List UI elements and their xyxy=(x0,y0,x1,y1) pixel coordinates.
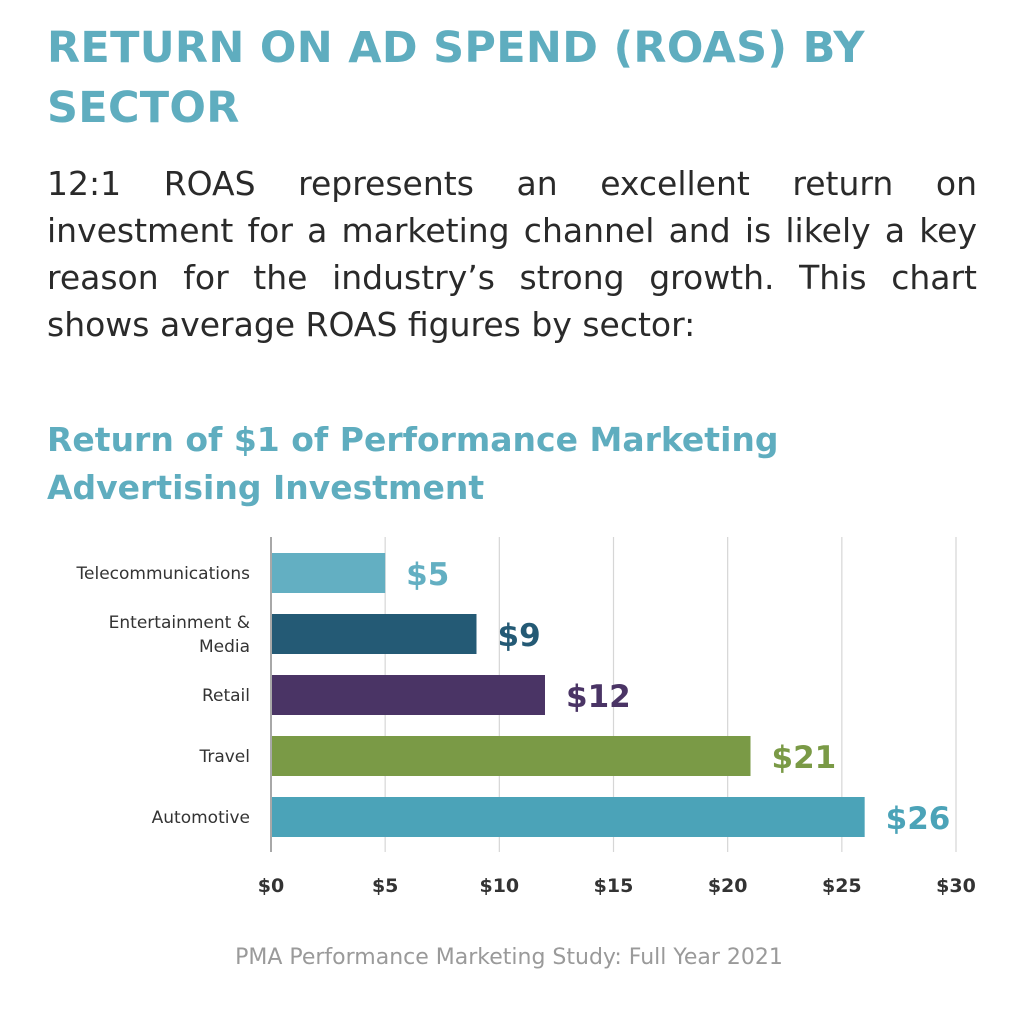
data-label: $5 xyxy=(406,557,449,593)
category-label: Retail xyxy=(202,686,250,706)
x-tick-label: $15 xyxy=(594,875,634,897)
category-label: Entertainment & xyxy=(109,613,250,633)
x-tick-label: $25 xyxy=(822,875,862,897)
x-tick-label: $30 xyxy=(936,875,976,897)
x-tick-label: $5 xyxy=(372,875,398,897)
data-label: $21 xyxy=(772,740,837,776)
chart-title: Return of $1 of Performance Marketing Ad… xyxy=(47,420,779,507)
category-label: Telecommunications xyxy=(76,564,251,584)
page-title: RETURN ON AD SPEND (ROAS) BY SECTOR xyxy=(47,23,865,133)
category-label: Media xyxy=(199,637,250,657)
data-label: $12 xyxy=(566,679,631,715)
data-label: $9 xyxy=(498,618,541,654)
bar xyxy=(272,553,386,593)
bar xyxy=(272,675,545,715)
category-label: Travel xyxy=(198,747,250,767)
bar xyxy=(272,614,477,654)
source-note: PMA Performance Marketing Study: Full Ye… xyxy=(235,945,783,970)
x-tick-label: $10 xyxy=(479,875,519,897)
bar xyxy=(272,797,865,837)
intro-paragraph: 12:1 ROAS represents an excellent return… xyxy=(47,164,977,344)
x-tick-label: $20 xyxy=(708,875,748,897)
category-label: Automotive xyxy=(152,808,250,828)
x-tick-label: $0 xyxy=(258,875,284,897)
bar xyxy=(272,736,751,776)
data-label: $26 xyxy=(886,801,951,837)
